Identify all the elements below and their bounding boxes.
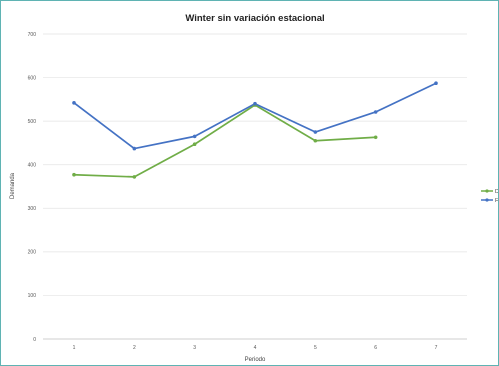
y-tick-label-400: 400 (28, 163, 37, 169)
data-point-ft-4 (253, 101, 257, 106)
x-tick-label-3: 3 (193, 345, 196, 351)
chart-title: Winter sin variación estacional (185, 13, 324, 24)
x-tick-label-2: 2 (133, 345, 136, 351)
y-tick-label-0: 0 (33, 337, 36, 343)
y-axis-title: Demanda (10, 172, 16, 199)
data-point-ft-6 (373, 110, 378, 114)
x-tick-label-5: 5 (314, 345, 317, 351)
series-line-dt (73, 104, 376, 178)
data-point-ft-1 (72, 101, 76, 105)
series-points (72, 81, 438, 179)
x-tick-label-1: 1 (73, 345, 76, 351)
data-point-dt-3 (192, 142, 197, 147)
data-point-ft-5 (313, 130, 318, 134)
data-point-dt-5 (313, 138, 318, 143)
y-axis-ticks: 0 100 200 300 400 500 600 700 (28, 32, 37, 343)
y-tick-label-100: 100 (28, 293, 37, 299)
data-point-ft-3 (192, 134, 197, 139)
y-tick-label-300: 300 (28, 206, 37, 212)
data-point-dt-2 (132, 175, 137, 179)
y-tick-label-500: 500 (28, 119, 37, 125)
legend: Dt Ft (481, 189, 498, 204)
legend-label-dt: Dt (495, 189, 498, 195)
series-lines (73, 82, 437, 178)
x-tick-label-7: 7 (435, 345, 438, 351)
y-tick-label-600: 600 (28, 75, 37, 81)
data-point-dt-1 (72, 172, 76, 177)
x-tick-label-6: 6 (374, 345, 377, 351)
x-axis-title: Periodo (245, 357, 266, 363)
y-tick-label-200: 200 (28, 250, 37, 256)
legend-label-ft: Ft (495, 198, 498, 204)
gridlines (43, 33, 467, 340)
legend-marker-ft (485, 198, 489, 202)
data-point-dt-6 (373, 135, 378, 140)
data-point-ft-2 (132, 146, 137, 151)
x-axis-ticks: 1 2 3 4 5 6 7 (73, 345, 438, 351)
x-tick-label-4: 4 (254, 345, 257, 351)
y-tick-label-700: 700 (28, 32, 37, 38)
legend-marker-dt (485, 189, 489, 193)
data-point-ft-7 (434, 81, 438, 86)
series-line-ft (73, 82, 437, 150)
